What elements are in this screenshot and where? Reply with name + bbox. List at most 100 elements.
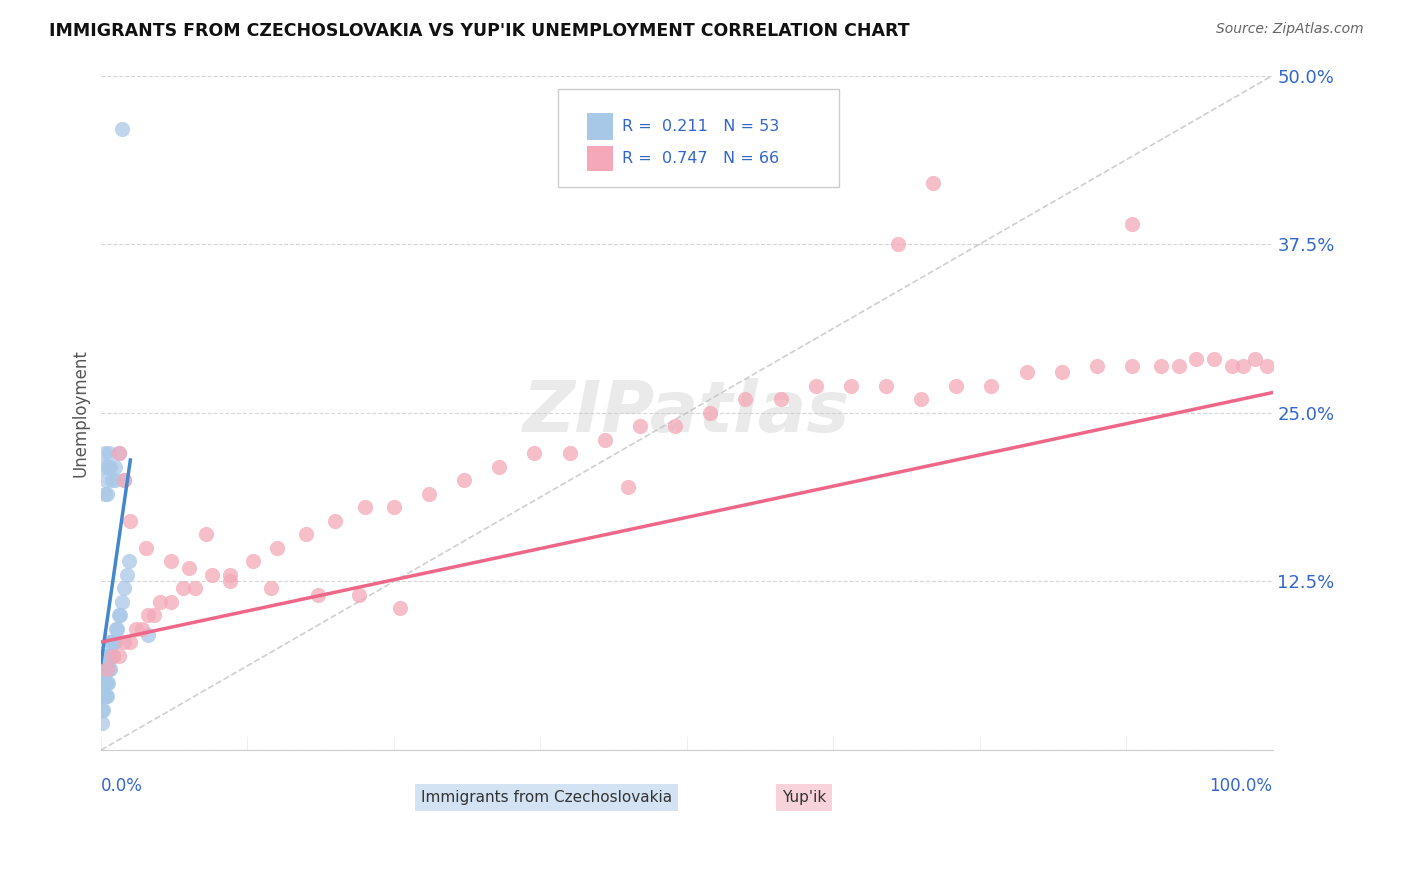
Point <box>101 635 124 649</box>
Point <box>558 446 581 460</box>
Point <box>325 514 347 528</box>
Point <box>125 622 148 636</box>
Point <box>97 459 120 474</box>
Point <box>94 473 117 487</box>
Point <box>1085 359 1108 373</box>
Point <box>664 419 686 434</box>
Point <box>120 514 142 528</box>
Point <box>98 446 121 460</box>
Point <box>201 567 224 582</box>
Point <box>1121 217 1143 231</box>
Text: ZIPatlas: ZIPatlas <box>523 378 851 447</box>
Point <box>100 473 122 487</box>
Point <box>266 541 288 555</box>
Point <box>93 703 115 717</box>
Point <box>107 446 129 460</box>
Point <box>1185 351 1208 366</box>
Point <box>111 122 134 136</box>
Point <box>96 675 118 690</box>
Point <box>93 689 115 703</box>
Point <box>160 554 183 568</box>
Point <box>418 487 440 501</box>
Point <box>100 648 122 663</box>
Point <box>347 588 370 602</box>
Point <box>617 480 640 494</box>
Point <box>453 473 475 487</box>
Point <box>114 473 136 487</box>
Point <box>804 379 827 393</box>
Point <box>93 446 115 460</box>
Point <box>111 595 134 609</box>
Point <box>1232 359 1254 373</box>
Point <box>136 628 159 642</box>
Point <box>242 554 264 568</box>
Point <box>160 595 183 609</box>
Point <box>1220 359 1243 373</box>
Text: Source: ZipAtlas.com: Source: ZipAtlas.com <box>1216 22 1364 37</box>
Point <box>1256 359 1278 373</box>
Point <box>114 635 136 649</box>
Point <box>382 500 405 515</box>
Point <box>107 622 129 636</box>
Point <box>100 648 122 663</box>
Text: Immigrants from Czechoslovakia: Immigrants from Czechoslovakia <box>420 789 672 805</box>
Point <box>172 581 194 595</box>
Y-axis label: Unemployment: Unemployment <box>72 349 89 476</box>
Point <box>136 608 159 623</box>
Point <box>184 581 207 595</box>
Point <box>105 622 128 636</box>
Point <box>219 567 242 582</box>
Point <box>107 648 129 663</box>
Point <box>96 689 118 703</box>
Point <box>114 473 136 487</box>
Point <box>353 500 375 515</box>
Point <box>98 648 121 663</box>
Point <box>734 392 756 407</box>
Bar <box>588 112 613 140</box>
Point <box>104 459 127 474</box>
Point <box>260 581 283 595</box>
Point <box>93 675 115 690</box>
Point <box>769 392 792 407</box>
Point <box>135 541 157 555</box>
Point <box>699 406 721 420</box>
Text: R =  0.211   N = 53: R = 0.211 N = 53 <box>623 119 779 134</box>
Point <box>131 622 153 636</box>
Point <box>94 675 117 690</box>
Point <box>295 527 318 541</box>
Point <box>96 662 118 676</box>
Point <box>307 588 329 602</box>
Point <box>101 648 124 663</box>
Point <box>177 561 200 575</box>
Point <box>115 567 138 582</box>
Point <box>839 379 862 393</box>
Point <box>114 581 136 595</box>
Point <box>93 648 115 663</box>
Text: Yup'ik: Yup'ik <box>782 789 827 805</box>
Point <box>1015 365 1038 379</box>
Point <box>628 419 651 434</box>
FancyBboxPatch shape <box>558 89 839 186</box>
Point <box>97 648 120 663</box>
Point <box>107 446 129 460</box>
Point <box>100 635 122 649</box>
Point <box>910 392 932 407</box>
Point <box>93 675 115 690</box>
Text: IMMIGRANTS FROM CZECHOSLOVAKIA VS YUP'IK UNEMPLOYMENT CORRELATION CHART: IMMIGRANTS FROM CZECHOSLOVAKIA VS YUP'IK… <box>49 22 910 40</box>
Text: R =  0.747   N = 66: R = 0.747 N = 66 <box>623 151 779 166</box>
Point <box>1121 359 1143 373</box>
Point <box>1050 365 1073 379</box>
Point <box>1202 351 1225 366</box>
Point <box>488 459 510 474</box>
Point <box>1244 351 1267 366</box>
Point <box>93 689 115 703</box>
Point <box>94 689 117 703</box>
Point <box>945 379 967 393</box>
Point <box>107 608 129 623</box>
Point <box>118 554 141 568</box>
Point <box>93 459 115 474</box>
Point <box>1150 359 1173 373</box>
Text: 0.0%: 0.0% <box>101 777 143 795</box>
Point <box>980 379 1002 393</box>
Point <box>593 433 616 447</box>
